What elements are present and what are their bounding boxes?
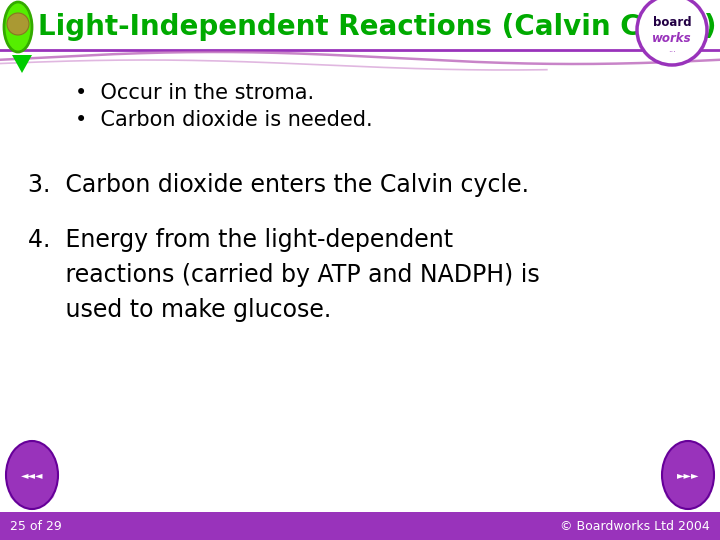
Ellipse shape: [662, 441, 714, 509]
Ellipse shape: [4, 2, 32, 52]
Text: ◄◄◄: ◄◄◄: [21, 470, 43, 480]
Text: ►►►: ►►►: [677, 470, 699, 480]
Text: 4.  Energy from the light-dependent: 4. Energy from the light-dependent: [28, 228, 453, 252]
Text: •  Occur in the stroma.: • Occur in the stroma.: [75, 83, 314, 103]
Text: 25 of 29: 25 of 29: [10, 519, 62, 532]
Text: reactions (carried by ATP and NADPH) is: reactions (carried by ATP and NADPH) is: [28, 263, 540, 287]
Text: works: works: [652, 31, 692, 44]
Text: •  Carbon dioxide is needed.: • Carbon dioxide is needed.: [75, 110, 373, 130]
Ellipse shape: [665, 486, 711, 504]
Circle shape: [7, 13, 29, 35]
Text: ...: ...: [668, 45, 676, 55]
FancyBboxPatch shape: [0, 512, 720, 540]
Text: board: board: [653, 16, 691, 29]
Ellipse shape: [9, 486, 55, 504]
Circle shape: [637, 0, 707, 65]
Polygon shape: [12, 55, 32, 73]
Text: used to make glucose.: used to make glucose.: [28, 298, 331, 322]
Text: © Boardworks Ltd 2004: © Boardworks Ltd 2004: [560, 519, 710, 532]
Text: 3.  Carbon dioxide enters the Calvin cycle.: 3. Carbon dioxide enters the Calvin cycl…: [28, 173, 529, 197]
Text: Light-Independent Reactions (Calvin Cycle): Light-Independent Reactions (Calvin Cycl…: [38, 13, 716, 41]
Ellipse shape: [6, 441, 58, 509]
